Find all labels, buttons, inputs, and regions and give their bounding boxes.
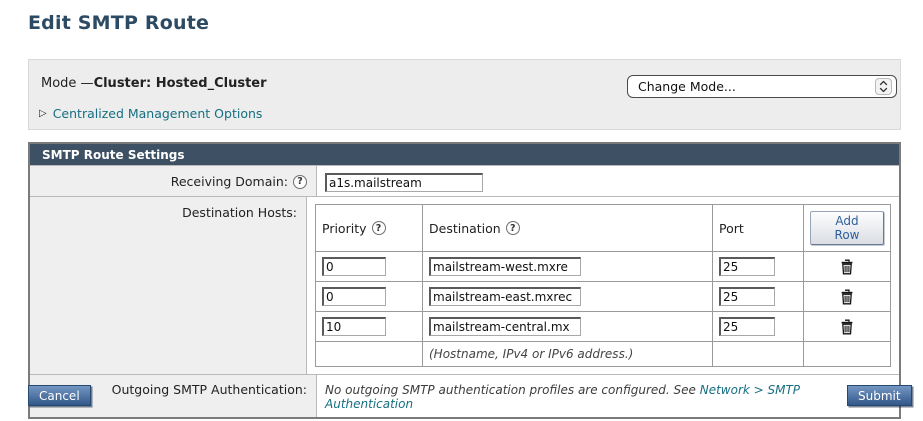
- trash-icon: [840, 319, 854, 338]
- port-header-cell: Port: [713, 205, 804, 251]
- port-input[interactable]: [719, 317, 775, 336]
- destination-hosts-table: Priority ? Destination ? Port Add Row: [315, 204, 891, 367]
- priority-column-label: Priority: [322, 220, 367, 236]
- page-title: Edit SMTP Route: [28, 12, 210, 34]
- select-stepper-icon: [875, 78, 892, 95]
- destination-column-label: Destination: [429, 220, 501, 236]
- help-icon[interactable]: ?: [371, 221, 386, 235]
- outgoing-auth-row: Outgoing SMTP Authentication: No outgoin…: [30, 374, 899, 417]
- help-icon[interactable]: ?: [293, 174, 307, 189]
- disclosure-triangle-icon: ▷: [39, 107, 47, 119]
- delete-row-button[interactable]: [840, 259, 854, 275]
- settings-section-header: SMTP Route Settings: [30, 144, 899, 165]
- add-row-button[interactable]: Add Row: [810, 211, 884, 245]
- delete-row-button[interactable]: [840, 319, 854, 335]
- smtp-authentication-link[interactable]: Network > SMTP Authentication: [325, 383, 801, 411]
- destination-host-row-3: [316, 311, 890, 341]
- priority-input[interactable]: [322, 257, 386, 276]
- change-mode-selected-value: Change Mode...: [638, 79, 736, 94]
- destination-input[interactable]: [429, 317, 581, 336]
- change-mode-select[interactable]: Change Mode...: [627, 75, 897, 98]
- destination-host-row-1: [316, 251, 890, 281]
- destination-input[interactable]: [429, 287, 581, 306]
- mode-panel: Mode —Cluster: Hosted_Cluster ▷ Centrali…: [28, 59, 901, 130]
- mode-label: Mode —: [41, 76, 94, 91]
- trash-icon: [840, 289, 854, 308]
- priority-input[interactable]: [322, 317, 386, 336]
- receiving-domain-label-cell: Receiving Domain: ?: [30, 166, 317, 196]
- centralized-management-options-link[interactable]: ▷ Centralized Management Options: [39, 106, 262, 121]
- hostname-hint-row: (Hostname, IPv4 or IPv6 address.): [316, 341, 890, 366]
- smtp-route-settings-table: SMTP Route Settings Receiving Domain: ? …: [28, 142, 901, 419]
- outgoing-auth-label: Outgoing SMTP Authentication:: [111, 382, 307, 397]
- receiving-domain-value-cell: [317, 166, 899, 196]
- centralized-management-options-label: Centralized Management Options: [52, 106, 263, 121]
- destination-host-row-2: [316, 281, 890, 311]
- destination-hosts-row: Destination Hosts: Priority ? Destinatio…: [30, 196, 899, 374]
- port-input[interactable]: [719, 257, 775, 276]
- priority-input[interactable]: [322, 287, 386, 306]
- cancel-button[interactable]: Cancel: [28, 385, 91, 406]
- receiving-domain-input[interactable]: [325, 173, 483, 192]
- destination-hosts-header-row: Priority ? Destination ? Port Add Row: [316, 205, 890, 251]
- outgoing-auth-text: No outgoing SMTP authentication profiles…: [325, 383, 700, 397]
- add-row-cell: Add Row: [804, 205, 890, 251]
- help-icon[interactable]: ?: [505, 221, 520, 235]
- port-input[interactable]: [719, 287, 775, 306]
- receiving-domain-label: Receiving Domain:: [170, 174, 288, 189]
- destination-header-cell: Destination ?: [423, 205, 713, 251]
- destination-hosts-value-cell: Priority ? Destination ? Port Add Row: [307, 197, 899, 374]
- mode-value: Cluster: Hosted_Cluster: [93, 76, 267, 91]
- hostname-hint: (Hostname, IPv4 or IPv6 address.): [429, 347, 634, 361]
- destination-input[interactable]: [429, 257, 581, 276]
- delete-row-button[interactable]: [840, 289, 854, 305]
- trash-icon: [840, 259, 854, 278]
- priority-header-cell: Priority ?: [316, 205, 423, 251]
- destination-hosts-label-cell: Destination Hosts:: [30, 197, 307, 374]
- destination-hosts-label: Destination Hosts:: [182, 205, 297, 220]
- outgoing-auth-value-cell: No outgoing SMTP authentication profiles…: [317, 375, 899, 417]
- submit-button[interactable]: Submit: [847, 385, 912, 406]
- port-column-label: Port: [719, 220, 744, 236]
- mode-line: Mode —Cluster: Hosted_Cluster: [41, 76, 267, 91]
- receiving-domain-row: Receiving Domain: ?: [30, 165, 899, 196]
